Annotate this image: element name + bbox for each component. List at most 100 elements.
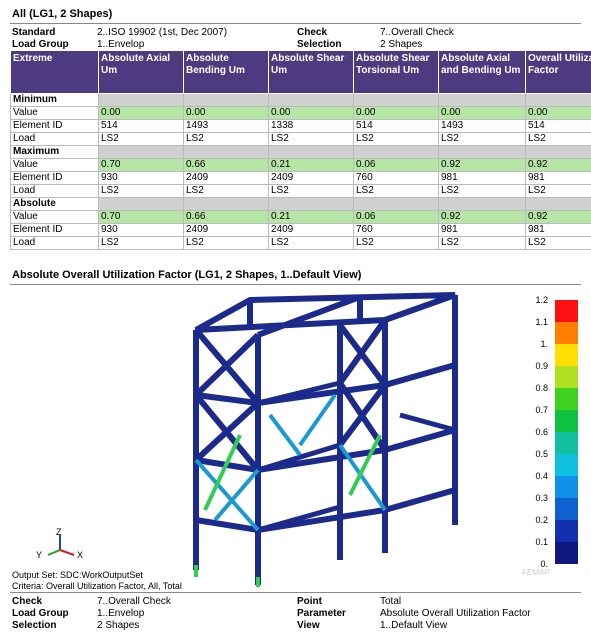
cell: LS2 xyxy=(353,236,439,250)
cell: 2409 xyxy=(183,223,269,237)
field-value: 7..Overall Check xyxy=(97,596,171,607)
cell xyxy=(353,145,439,159)
cell: LS2 xyxy=(525,184,591,198)
cell: 0.92 xyxy=(438,210,526,224)
cell: LS2 xyxy=(268,184,354,198)
cell xyxy=(183,145,269,159)
colorbar-label: 0.5 xyxy=(535,449,548,459)
cell: 981 xyxy=(525,223,591,237)
cell: LS2 xyxy=(98,184,184,198)
section-row: Absolute xyxy=(10,197,591,211)
cell: 0.92 xyxy=(525,210,591,224)
cell: 0.92 xyxy=(525,158,591,172)
row-label: Element ID xyxy=(10,223,99,237)
field-label: Selection xyxy=(297,39,342,50)
cell xyxy=(268,93,354,107)
cell: 0.00 xyxy=(98,106,184,120)
cell: 2409 xyxy=(268,171,354,185)
cell: LS2 xyxy=(353,132,439,146)
cell: LS2 xyxy=(353,184,439,198)
column-header: Overall Utilization Factor xyxy=(525,50,591,94)
cell: 1338 xyxy=(268,119,354,133)
cell: 0.06 xyxy=(353,210,439,224)
cell: 514 xyxy=(98,119,184,133)
section-row: Maximum xyxy=(10,145,591,159)
field-value: 2 Shapes xyxy=(97,620,140,631)
cell xyxy=(353,197,439,211)
colorbar-label: 0.8 xyxy=(535,383,548,393)
field-value: Total xyxy=(380,596,402,607)
cell: 0.21 xyxy=(268,158,354,172)
figure: 1.2 1.1 1. 0.9 0.8 0.7 0.6 0.5 0.4 0.3 0.2 0.1 0. xyxy=(47,292,578,587)
header-row: Extreme Absolute Axial Um Absolute Bending… xyxy=(10,50,591,94)
field-label: Check xyxy=(297,27,328,38)
cell: LS2 xyxy=(438,236,526,250)
cell: LS2 xyxy=(183,184,269,198)
axis-label: Y xyxy=(36,550,43,560)
axis-label: X xyxy=(77,550,84,560)
cell: 981 xyxy=(438,223,526,237)
field-value: Absolute Overall Utilization Factor xyxy=(380,608,531,619)
cell: 0.92 xyxy=(438,158,526,172)
cell: 514 xyxy=(525,119,591,133)
structure xyxy=(193,292,458,585)
field-value: 1..Envelop xyxy=(97,39,145,50)
cell: LS2 xyxy=(98,236,184,250)
cell: 0.21 xyxy=(268,210,354,224)
row-label: Element ID xyxy=(10,119,99,133)
cell: 1493 xyxy=(183,119,269,133)
field-value: 2 Shapes xyxy=(380,39,423,50)
cell xyxy=(525,93,591,107)
colorbar-label: 0.1 xyxy=(535,537,548,547)
section-row: Minimum xyxy=(10,93,591,107)
colorbar-label: 0.7 xyxy=(535,405,548,415)
cell: 0.66 xyxy=(183,210,269,224)
cell: 0.66 xyxy=(183,158,269,172)
report-title: All (LG1, 2 Shapes) xyxy=(12,8,113,20)
cell xyxy=(98,145,184,159)
field-label: Point xyxy=(297,596,322,607)
cell: 2409 xyxy=(183,171,269,185)
cell: LS2 xyxy=(525,132,591,146)
cell: 0.00 xyxy=(353,106,439,120)
axis-label: Z xyxy=(56,527,62,537)
cell: LS2 xyxy=(525,236,591,250)
cell xyxy=(353,93,439,107)
row-label: Element ID xyxy=(10,171,99,185)
field-label: Standard xyxy=(12,27,56,38)
colorbar xyxy=(555,300,578,564)
colorbar-label: 1.2 xyxy=(535,295,548,305)
cell: 760 xyxy=(353,171,439,185)
colorbar-label: 1.1 xyxy=(535,317,548,327)
colorbar-label: 0. xyxy=(540,559,548,569)
row-label: Value xyxy=(10,210,99,224)
field-label: Load Group xyxy=(12,608,69,619)
field-value: 7..Overall Check xyxy=(380,27,454,38)
row-label: Value xyxy=(10,106,99,120)
data-row: Load LS2 LS2 LS2 LS2 LS2 LS2 xyxy=(10,132,591,146)
cell xyxy=(98,197,184,211)
rule xyxy=(10,592,581,593)
field-label: Load Group xyxy=(12,39,69,50)
rule xyxy=(10,23,581,24)
cell: 0.00 xyxy=(525,106,591,120)
row-label: Load xyxy=(10,236,99,250)
colorbar-label: 0.2 xyxy=(535,515,548,525)
output-set: Output Set: SDC:WorkOutputSet xyxy=(12,570,143,580)
column-header: Absolute Shear Um xyxy=(268,50,354,94)
field-value: 2..ISO 19902 (1st, Dec 2007) xyxy=(97,27,228,38)
column-header: Extreme xyxy=(10,50,99,94)
cell: 0.00 xyxy=(183,106,269,120)
field-label: Parameter xyxy=(297,608,346,619)
data-row: Value 0.70 0.66 0.21 0.06 0.92 0.92 xyxy=(10,210,591,224)
data-row: Element ID 930 2409 2409 760 981 981 xyxy=(10,223,591,237)
colorbar-label: 0.6 xyxy=(535,427,548,437)
column-header: Absolute Bending Um xyxy=(183,50,269,94)
axis-triad xyxy=(47,535,75,556)
watermark: FEMAP xyxy=(522,568,550,577)
cell: LS2 xyxy=(183,132,269,146)
cell: 981 xyxy=(438,171,526,185)
colorbar-label: 0.9 xyxy=(535,361,548,371)
cell xyxy=(268,145,354,159)
